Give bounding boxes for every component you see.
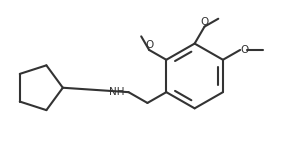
Text: O: O	[145, 40, 153, 50]
Text: O: O	[201, 17, 209, 27]
Text: NH: NH	[109, 87, 124, 97]
Text: O: O	[240, 45, 248, 55]
